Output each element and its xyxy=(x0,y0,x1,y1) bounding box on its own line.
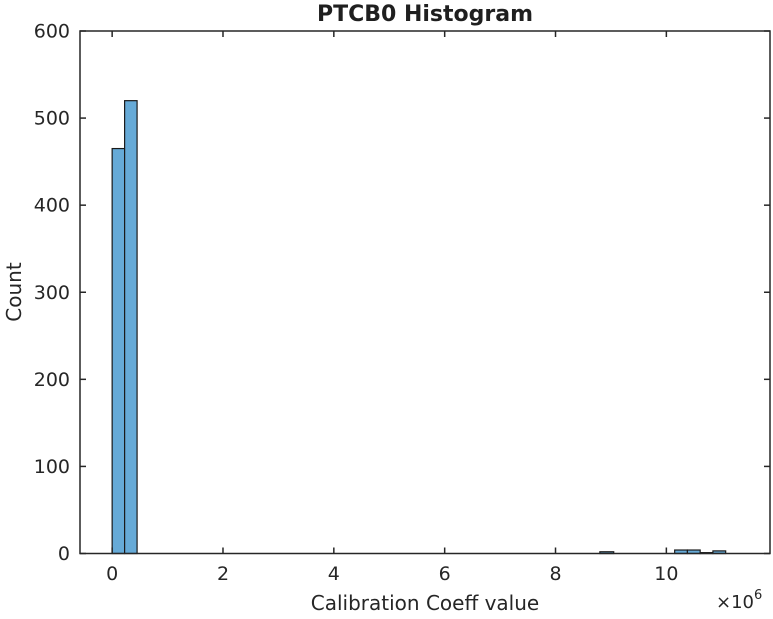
y-axis-tick-label: 400 xyxy=(34,195,70,217)
histogram-bar xyxy=(124,100,138,555)
x-axis-tick-label: 0 xyxy=(106,563,118,585)
y-axis-tick-label: 600 xyxy=(34,21,70,43)
x-axis-multiplier: ×106 xyxy=(716,588,762,613)
x-axis-tick-label: 10 xyxy=(654,563,678,585)
x-axis-tick-label: 2 xyxy=(217,563,229,585)
chart-title: PTCB0 Histogram xyxy=(317,2,533,27)
y-axis-tick-label: 300 xyxy=(34,282,70,304)
x-axis-tick-label: 4 xyxy=(328,563,340,585)
y-axis-label: Count xyxy=(2,262,26,322)
x-axis-tick-label: 6 xyxy=(439,563,451,585)
y-axis-tick-label: 200 xyxy=(34,369,70,391)
x-axis-tick-label: 8 xyxy=(549,563,561,585)
histogram-bar xyxy=(111,147,126,555)
plot-box xyxy=(79,30,771,555)
y-axis-tick-label: 0 xyxy=(58,543,70,565)
bars-layer xyxy=(111,100,727,555)
x-axis-multiplier-base: ×10 xyxy=(716,592,754,613)
y-axis-tick-label: 100 xyxy=(34,456,70,478)
y-axis-tick-label: 500 xyxy=(34,108,70,130)
x-axis-multiplier-exponent: 6 xyxy=(754,588,762,603)
x-axis-label: Calibration Coeff value xyxy=(311,591,539,615)
